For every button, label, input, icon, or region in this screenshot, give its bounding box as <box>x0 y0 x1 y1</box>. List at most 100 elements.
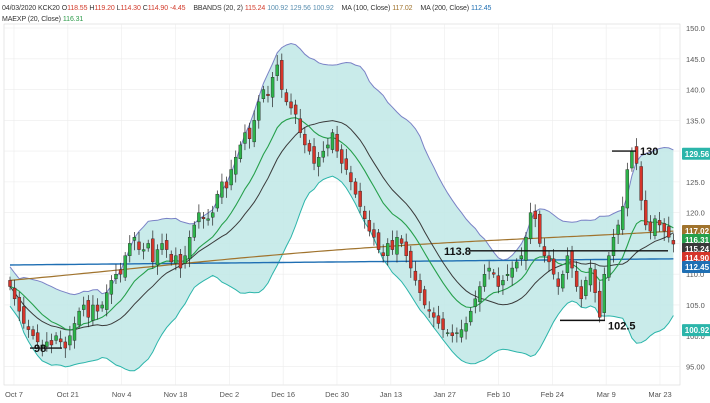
price-tag-badge <box>682 242 710 255</box>
price-tag-label: 114.90 <box>685 254 710 263</box>
candle-body <box>201 217 206 220</box>
candle-body <box>303 133 307 146</box>
candle-body <box>492 272 496 275</box>
candle-body <box>114 274 118 280</box>
candle-body <box>524 237 528 261</box>
bollinger-band-fill <box>10 43 674 371</box>
candle-body <box>648 221 653 232</box>
candle-body <box>455 332 459 334</box>
candle-body <box>551 258 556 275</box>
candle-body <box>607 255 611 278</box>
ma100-label: MA (100, Close) <box>341 5 391 12</box>
date-label: 04/03/2020 <box>2 5 37 12</box>
y-tick-label: 140.0 <box>686 86 705 95</box>
candle-body <box>395 237 399 255</box>
ma200-label: MA (200, Close) <box>420 5 470 12</box>
y-tick-label: 150.0 <box>686 24 705 33</box>
candle-body <box>211 212 215 218</box>
candle-body <box>58 338 63 343</box>
candle-body <box>289 101 293 109</box>
x-tick-label: Feb 24 <box>541 390 564 399</box>
candle-body <box>570 250 574 269</box>
candle-body <box>588 267 593 286</box>
candle-body <box>275 64 279 76</box>
candle-body <box>432 312 436 318</box>
y-tick-label: 125.0 <box>686 178 705 187</box>
bbands-mid: 115.24 <box>244 5 266 12</box>
x-tick-label: Dec 16 <box>271 390 295 399</box>
candle-body <box>91 304 95 321</box>
change-value: -4.45 <box>170 5 186 12</box>
candle-body <box>155 249 160 266</box>
candle-body <box>160 243 164 250</box>
candle-body <box>105 292 109 310</box>
candle-body <box>72 323 77 341</box>
candle-body <box>358 190 362 207</box>
symbol-label: KCK20 <box>38 5 60 12</box>
candle-body <box>8 280 12 287</box>
candle-body <box>54 335 58 341</box>
x-tick-label: Nov 4 <box>112 390 132 399</box>
candle-body <box>132 237 137 241</box>
candle-body <box>312 146 316 164</box>
candle-body <box>418 280 422 293</box>
annotation-label: 130 <box>640 146 658 158</box>
candle-body <box>183 255 187 264</box>
price-tag-badge <box>682 224 710 237</box>
x-tick-label: Mar 9 <box>597 390 616 399</box>
low-value: 114.30 <box>120 5 141 12</box>
candle-body <box>238 144 243 159</box>
high-value: 119.20 <box>94 5 115 12</box>
candle-body <box>63 341 67 349</box>
candle-body <box>593 269 597 293</box>
candle-body <box>376 232 381 250</box>
candle-body <box>118 269 123 275</box>
chart-header-line2: MAEXP (20, Close) 116.31 <box>2 16 85 23</box>
candle-body <box>298 118 302 133</box>
x-tick-label: Mar 23 <box>648 390 671 399</box>
candle-body <box>344 158 349 170</box>
candle-body <box>667 226 671 238</box>
y-tick-label: 95.00 <box>686 363 705 372</box>
x-tick-label: Dec 2 <box>220 390 240 399</box>
candle-body <box>353 181 358 195</box>
candle-body <box>187 237 192 260</box>
candle-body <box>151 238 155 263</box>
maexp-line <box>9 117 674 331</box>
candle-body <box>464 323 468 332</box>
price-tag-badge <box>682 233 710 246</box>
candle-body <box>100 304 104 309</box>
candle-body <box>579 286 583 300</box>
candle-body <box>441 318 445 330</box>
candle-body <box>611 237 616 256</box>
candle-body <box>197 212 201 223</box>
candle-body <box>234 157 238 175</box>
candle-body <box>367 220 372 232</box>
bbands-label: BBANDS (20, 2) <box>193 5 243 12</box>
candle-body <box>141 249 146 252</box>
candle-body <box>178 254 183 269</box>
y-tick-label: 145.0 <box>686 55 705 64</box>
x-tick-label: Oct 7 <box>5 390 23 399</box>
candle-body <box>206 218 210 221</box>
annotation-label: 113.8 <box>444 246 471 258</box>
candle-body <box>427 309 431 312</box>
x-tick-label: Jan 13 <box>380 390 403 399</box>
candle-body <box>653 218 657 236</box>
y-tick-label: 120.0 <box>686 209 705 218</box>
candle-body <box>478 286 482 303</box>
candle-body <box>243 132 247 144</box>
candle-body <box>459 329 464 338</box>
price-tag-badge <box>682 324 710 337</box>
candle-body <box>505 274 510 276</box>
x-tick-label: Dec 30 <box>325 390 349 399</box>
bbands-low2: 100.92 <box>312 5 334 12</box>
price-tag-label: 100.92 <box>685 326 710 335</box>
candle-body <box>229 169 233 186</box>
candle-body <box>634 146 639 164</box>
y-tick-label: 100.0 <box>686 332 705 341</box>
candle-body <box>95 304 100 312</box>
close-key: C <box>142 5 148 12</box>
maexp-value: 116.31 <box>62 16 84 23</box>
